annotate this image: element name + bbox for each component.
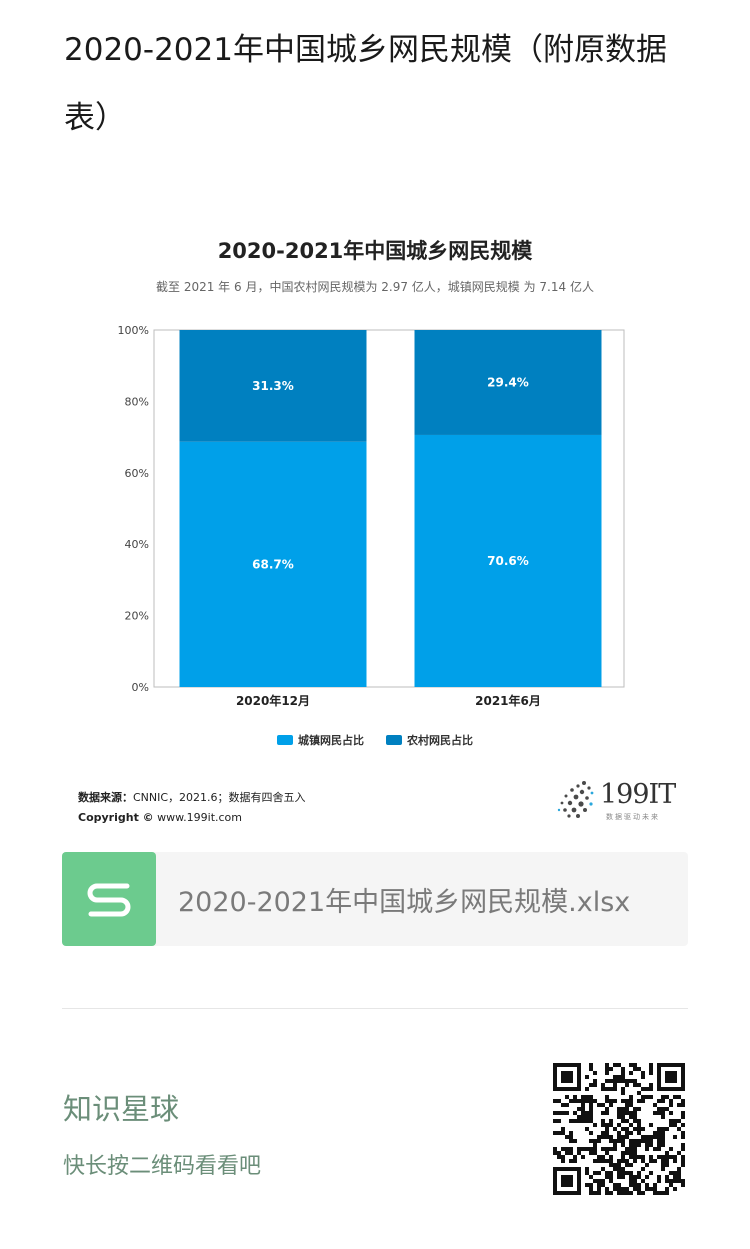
logo-text: 199IT	[600, 779, 676, 810]
qr-code-icon[interactable]	[553, 1063, 685, 1195]
y-tick-label: 0%	[132, 681, 149, 694]
legend-label-urban: 城镇网民占比	[298, 734, 364, 747]
legend-item-rural: 农村网民占比	[386, 732, 473, 748]
bar-segment	[414, 330, 602, 435]
chart-title: 2020-2021年中国城乡网民规模	[217, 239, 533, 263]
y-tick-label: 80%	[125, 395, 149, 408]
planet-subtitle: 快长按二维码看看吧	[63, 1154, 262, 1179]
data-source: 数据来源：CNNIC，2021.6；数据有四舍五入 Copyright © ww…	[78, 788, 306, 828]
legend-item-urban: 城镇网民占比	[277, 732, 364, 748]
legend-label-rural: 农村网民占比	[407, 734, 473, 747]
copyright-text: www.199it.com	[157, 811, 243, 824]
bar-segment	[414, 434, 602, 687]
chart-plot: 0% 20% 40% 60% 80% 100% 68.7% 31.3% 2020年12月 70.6…	[118, 324, 625, 708]
x-tick-label: 2020年12月	[236, 693, 310, 708]
data-label: 31.3%	[252, 379, 294, 393]
data-label: 70.6%	[487, 554, 529, 568]
data-label: 29.4%	[487, 375, 529, 389]
data-label: 68.7%	[252, 557, 294, 571]
chart-card: 0% 20% 40% 60% 80% 100% 68.7% 31.3% 2020年12月 70.6…	[60, 215, 690, 835]
y-tick-label: 40%	[125, 538, 149, 551]
spreadsheet-s-icon	[62, 852, 156, 946]
x-tick-label: 2021年6月	[475, 693, 541, 708]
y-tick-label: 20%	[125, 610, 149, 623]
bar-segment	[179, 441, 367, 687]
logo-dots-icon	[557, 781, 594, 818]
brand-logo: 199IT 数据驱动未来	[554, 777, 684, 823]
source-text: CNNIC，2021.6；数据有四舍五入	[133, 791, 306, 804]
file-name: 2020-2021年中国城乡网民规模.xlsx	[178, 886, 631, 918]
copyright-label: Copyright ©	[78, 811, 154, 824]
bar-segment	[179, 330, 367, 442]
y-tick-label: 60%	[125, 467, 149, 480]
legend-swatch-rural	[386, 735, 402, 745]
section-divider	[62, 1008, 688, 1009]
planet-title: 知识星球	[63, 1092, 180, 1126]
chart-subtitle: 截至 2021 年 6 月，中国农村网民规模为 2.97 亿人，城镇网民规模 为…	[156, 280, 594, 294]
legend-swatch-urban	[277, 735, 293, 745]
source-label: 数据来源：	[78, 791, 133, 804]
logo-subtitle: 数据驱动未来	[606, 813, 660, 821]
attachment-file[interactable]: 2020-2021年中国城乡网民规模.xlsx	[62, 852, 688, 946]
article-title: 2020-2021年中国城乡网民规模（附原数据表）	[64, 32, 667, 136]
chart-legend: 城镇网民占比 农村网民占比	[60, 732, 690, 748]
y-tick-label: 100%	[118, 324, 149, 337]
